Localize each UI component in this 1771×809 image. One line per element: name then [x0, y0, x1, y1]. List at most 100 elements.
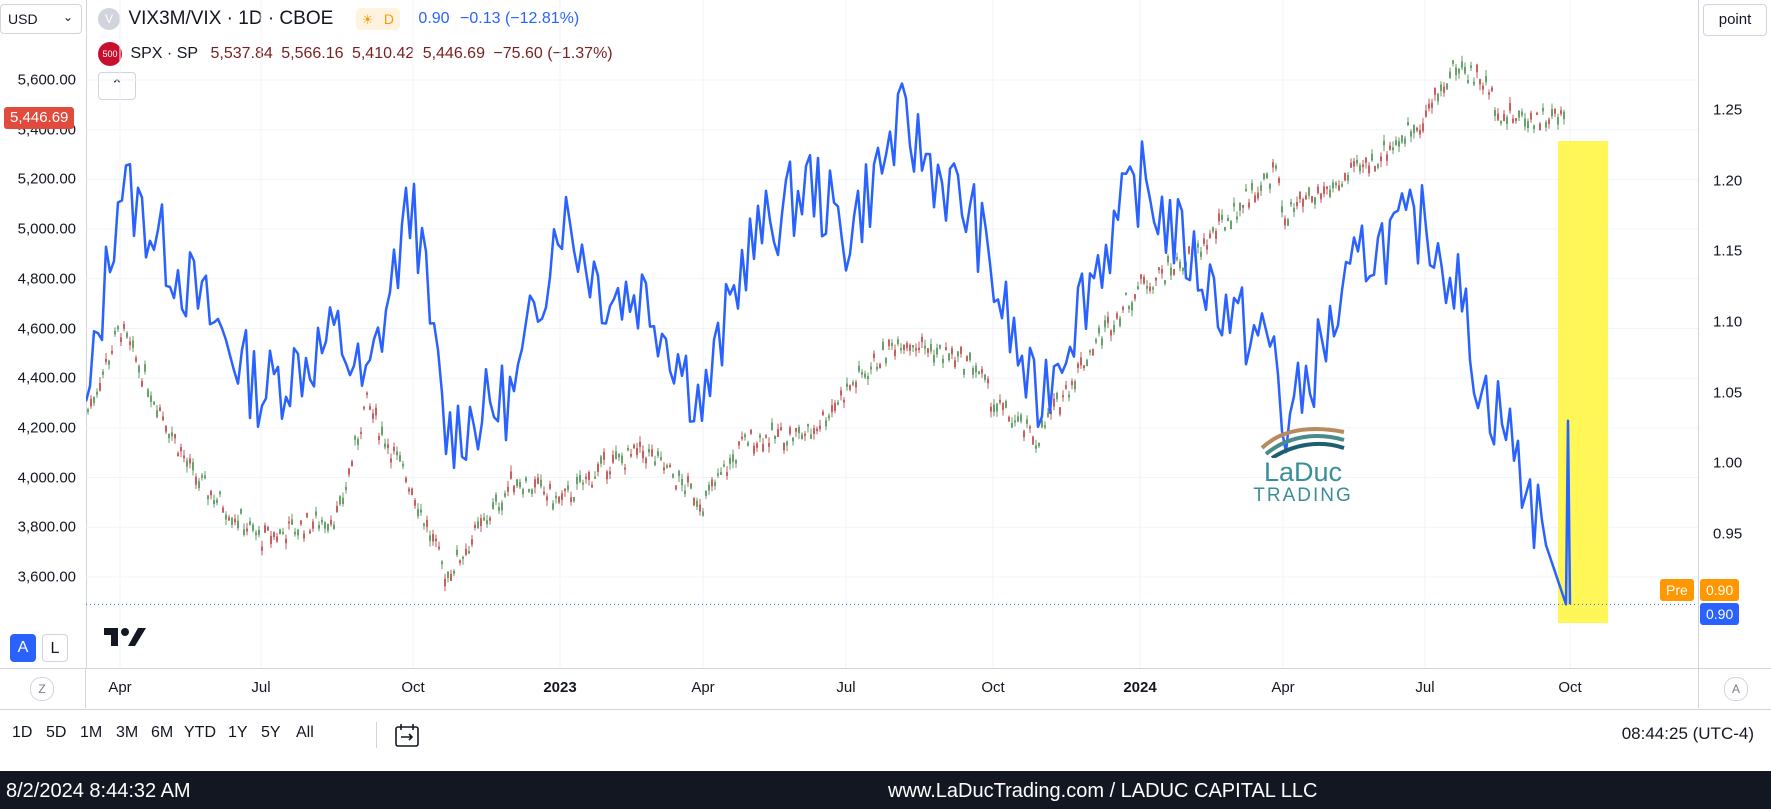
spx-candle-body [1122, 306, 1124, 310]
range-button-6m[interactable]: 6M [151, 724, 174, 741]
range-button-all[interactable]: All [296, 724, 314, 741]
spx-candle-body [720, 471, 722, 475]
right-price-axis[interactable]: point 1.25 1.20 1.15 1.10 1.05 1.00 0.95 [1698, 0, 1771, 668]
spx-candle-body [1482, 85, 1484, 90]
spx-candle-body [408, 488, 410, 492]
spx-candle-body [1002, 403, 1004, 410]
spx-candle-body [1359, 165, 1361, 172]
spx-candle-body [246, 528, 248, 532]
spx-candle-body [1353, 161, 1355, 167]
spx-candle-body [309, 530, 311, 534]
spx-candle-body [822, 411, 824, 415]
spx-candle-body [1089, 350, 1091, 353]
spx-candle-body [1404, 138, 1406, 144]
log-scale-button[interactable]: L [42, 634, 68, 662]
spx-candle-body [672, 473, 674, 478]
clock-display[interactable]: 08:44:25 (UTC-4) [1621, 724, 1754, 743]
tradingview-logo[interactable] [102, 626, 148, 650]
spx-candle-body [852, 382, 854, 385]
market-status-badge: ☀ D [355, 8, 400, 30]
legend-main[interactable]: V VIX3M/VIX · 1D · CBOE ☀ D 0.90 −0.13 (… [98, 8, 579, 34]
range-button-1y[interactable]: 1Y [228, 724, 248, 741]
spx-candle-body [1326, 186, 1328, 189]
chart-plot[interactable] [86, 0, 1698, 668]
spx-candle-body [444, 578, 446, 587]
secondary-symbol-title: SPX · SP [130, 45, 199, 62]
spx-candle-body [1527, 120, 1529, 128]
spx-candle-body [435, 538, 437, 542]
spx-candle-body [1311, 195, 1313, 202]
spx-candle-body [222, 507, 224, 513]
spx-candle-body [1542, 108, 1544, 112]
spx-candle-body [648, 448, 650, 453]
spx-candle-body [117, 326, 119, 330]
spx-candle-body [519, 481, 521, 488]
spx-candle-body [495, 494, 497, 502]
spx-candle-body [585, 476, 587, 479]
currency-select[interactable]: USD ⌄ [0, 4, 82, 34]
spx-candle-body [441, 561, 443, 565]
spx-candle-body [843, 399, 845, 403]
spx-candle-body [348, 468, 350, 475]
spx-candle-body [207, 495, 209, 500]
spx-candle-body [951, 348, 953, 355]
spx-candle-body [105, 358, 107, 362]
spx-candle-body [432, 534, 434, 542]
spx-candle-body [777, 428, 779, 437]
zoom-button[interactable]: Z [30, 677, 54, 701]
spx-candle-body [1377, 164, 1379, 168]
spx-candle-body [1488, 92, 1490, 95]
left-price-axis[interactable]: 5,600.00 5,400.00 5,200.00 5,000.00 4,800.00… [0, 0, 87, 668]
spx-candle-body [1401, 135, 1403, 143]
auto-scale-button[interactable]: A [10, 634, 36, 662]
auto-button-corner[interactable]: A [1724, 677, 1748, 701]
spx-candle-body [480, 518, 482, 527]
compare-range-button[interactable] [392, 722, 422, 750]
spx-candle-body [1464, 66, 1466, 74]
spx-candle-body [315, 511, 317, 516]
spx-candle-body [882, 342, 884, 351]
spx-candle-body [426, 520, 428, 527]
time-axis-tick-label: 2023 [543, 679, 577, 696]
spx-candle-body [477, 521, 479, 529]
spx-candle-body [312, 521, 314, 529]
range-button-1d[interactable]: 1D [12, 724, 33, 741]
spx-candle-body [240, 508, 242, 514]
spx-candle-body [147, 389, 149, 398]
spx-candle-body [1380, 156, 1382, 162]
spx-candle-body [996, 403, 998, 412]
spx-candle-body [816, 428, 818, 432]
range-button-1m[interactable]: 1M [80, 724, 103, 741]
range-button-5y[interactable]: 5Y [261, 724, 281, 741]
spx-candle-body [1305, 195, 1307, 200]
spx-candle-body [1248, 202, 1250, 208]
spx-candle-body [789, 427, 791, 434]
unit-button[interactable]: point [1703, 4, 1767, 36]
spx-candle-body [1506, 117, 1508, 124]
spx-candle-body [330, 519, 332, 525]
left-axis-tick-label: 4,400.00 [17, 369, 76, 387]
spx-candle-body [780, 427, 782, 431]
laduc-wave-logo [1260, 427, 1345, 458]
spx-candle-body [1176, 257, 1178, 260]
spx-candle-body [1473, 81, 1475, 85]
spx-candle-body [501, 502, 503, 511]
spx-candle-body [411, 488, 413, 495]
range-button-3m[interactable]: 3M [116, 724, 139, 741]
range-button-5d[interactable]: 5D [46, 724, 67, 741]
time-axis[interactable]: Apr Jul Oct 2023 Apr Jul Oct 2024 Apr Jul Oct [86, 668, 1698, 709]
spx-candle-body [1530, 112, 1532, 120]
spx-candle-body [1563, 111, 1565, 120]
spx-candle-body [1551, 109, 1553, 117]
spx-candle-body [837, 402, 839, 405]
spx-candle-body [1275, 165, 1277, 169]
legend-secondary[interactable]: 500 SPX · SP 5,537.84 5,566.16 5,410.42 … [98, 42, 613, 66]
range-button-ytd[interactable]: YTD [184, 724, 216, 741]
spx-candle-body [1407, 122, 1409, 125]
spx-candle-body [702, 511, 704, 516]
spx-candle-body [1083, 365, 1085, 369]
spx-candle-body [858, 365, 860, 372]
spx-candle-body [1056, 392, 1058, 400]
spx-candle-body [1560, 110, 1562, 114]
spx-candle-body [855, 381, 857, 388]
